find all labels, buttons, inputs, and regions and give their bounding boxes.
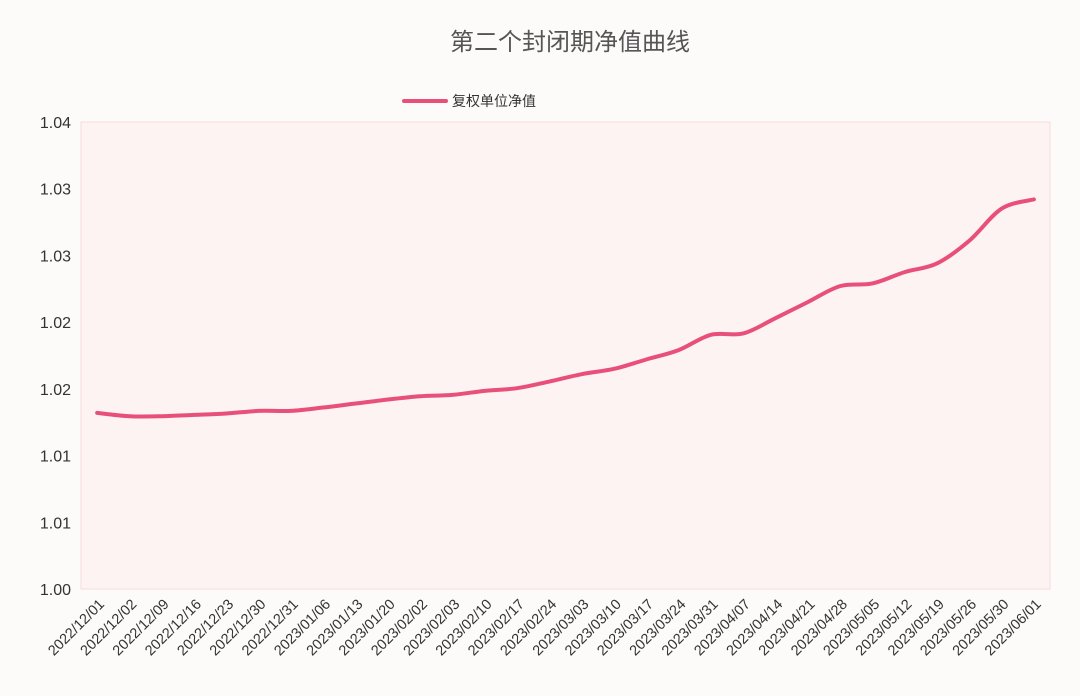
data-point (386, 398, 390, 402)
data-point (95, 411, 99, 415)
data-point (289, 409, 293, 413)
y-tick-label: 1.03 (40, 248, 71, 265)
data-point (1032, 197, 1036, 201)
data-point (935, 261, 939, 265)
data-point (677, 348, 681, 352)
y-axis: 1.00 1.01 1.01 1.02 1.02 1.03 1.03 1.04 (40, 115, 71, 599)
y-tick-label: 1.00 (40, 582, 71, 599)
data-point (127, 414, 131, 418)
chart-title: 第二个封闭期净值曲线 (450, 28, 690, 56)
y-tick-label: 1.02 (40, 382, 71, 399)
data-point (903, 270, 907, 274)
legend: 复权单位净值 (402, 93, 536, 110)
data-point (418, 394, 422, 398)
data-point (773, 316, 777, 320)
data-point (515, 386, 519, 390)
x-axis: 2022/12/012022/12/022022/12/092022/12/16… (45, 597, 1044, 660)
data-point (1000, 207, 1004, 211)
data-point (450, 393, 454, 397)
data-point (967, 239, 971, 243)
series-layer (95, 197, 1036, 419)
y-tick-label: 1.02 (40, 315, 71, 332)
plot-area (80, 121, 1051, 590)
data-point (257, 409, 261, 413)
data-point (547, 380, 551, 384)
data-point (644, 358, 648, 362)
data-point (806, 300, 810, 304)
y-tick-label: 1.01 (40, 515, 71, 532)
legend-label: 复权单位净值 (452, 93, 536, 110)
data-point (160, 414, 164, 418)
y-tick-label: 1.04 (40, 115, 71, 132)
data-point (741, 331, 745, 335)
y-tick-label: 1.03 (40, 182, 71, 199)
data-point (870, 281, 874, 285)
data-point (354, 402, 358, 406)
data-point (483, 389, 487, 393)
data-point (580, 372, 584, 376)
y-tick-label: 1.01 (40, 449, 71, 466)
series-line (95, 197, 1036, 419)
data-point (612, 367, 616, 371)
data-point (224, 412, 228, 416)
data-point (321, 406, 325, 410)
data-point (838, 284, 842, 288)
data-point (192, 413, 196, 417)
data-point (709, 333, 713, 337)
